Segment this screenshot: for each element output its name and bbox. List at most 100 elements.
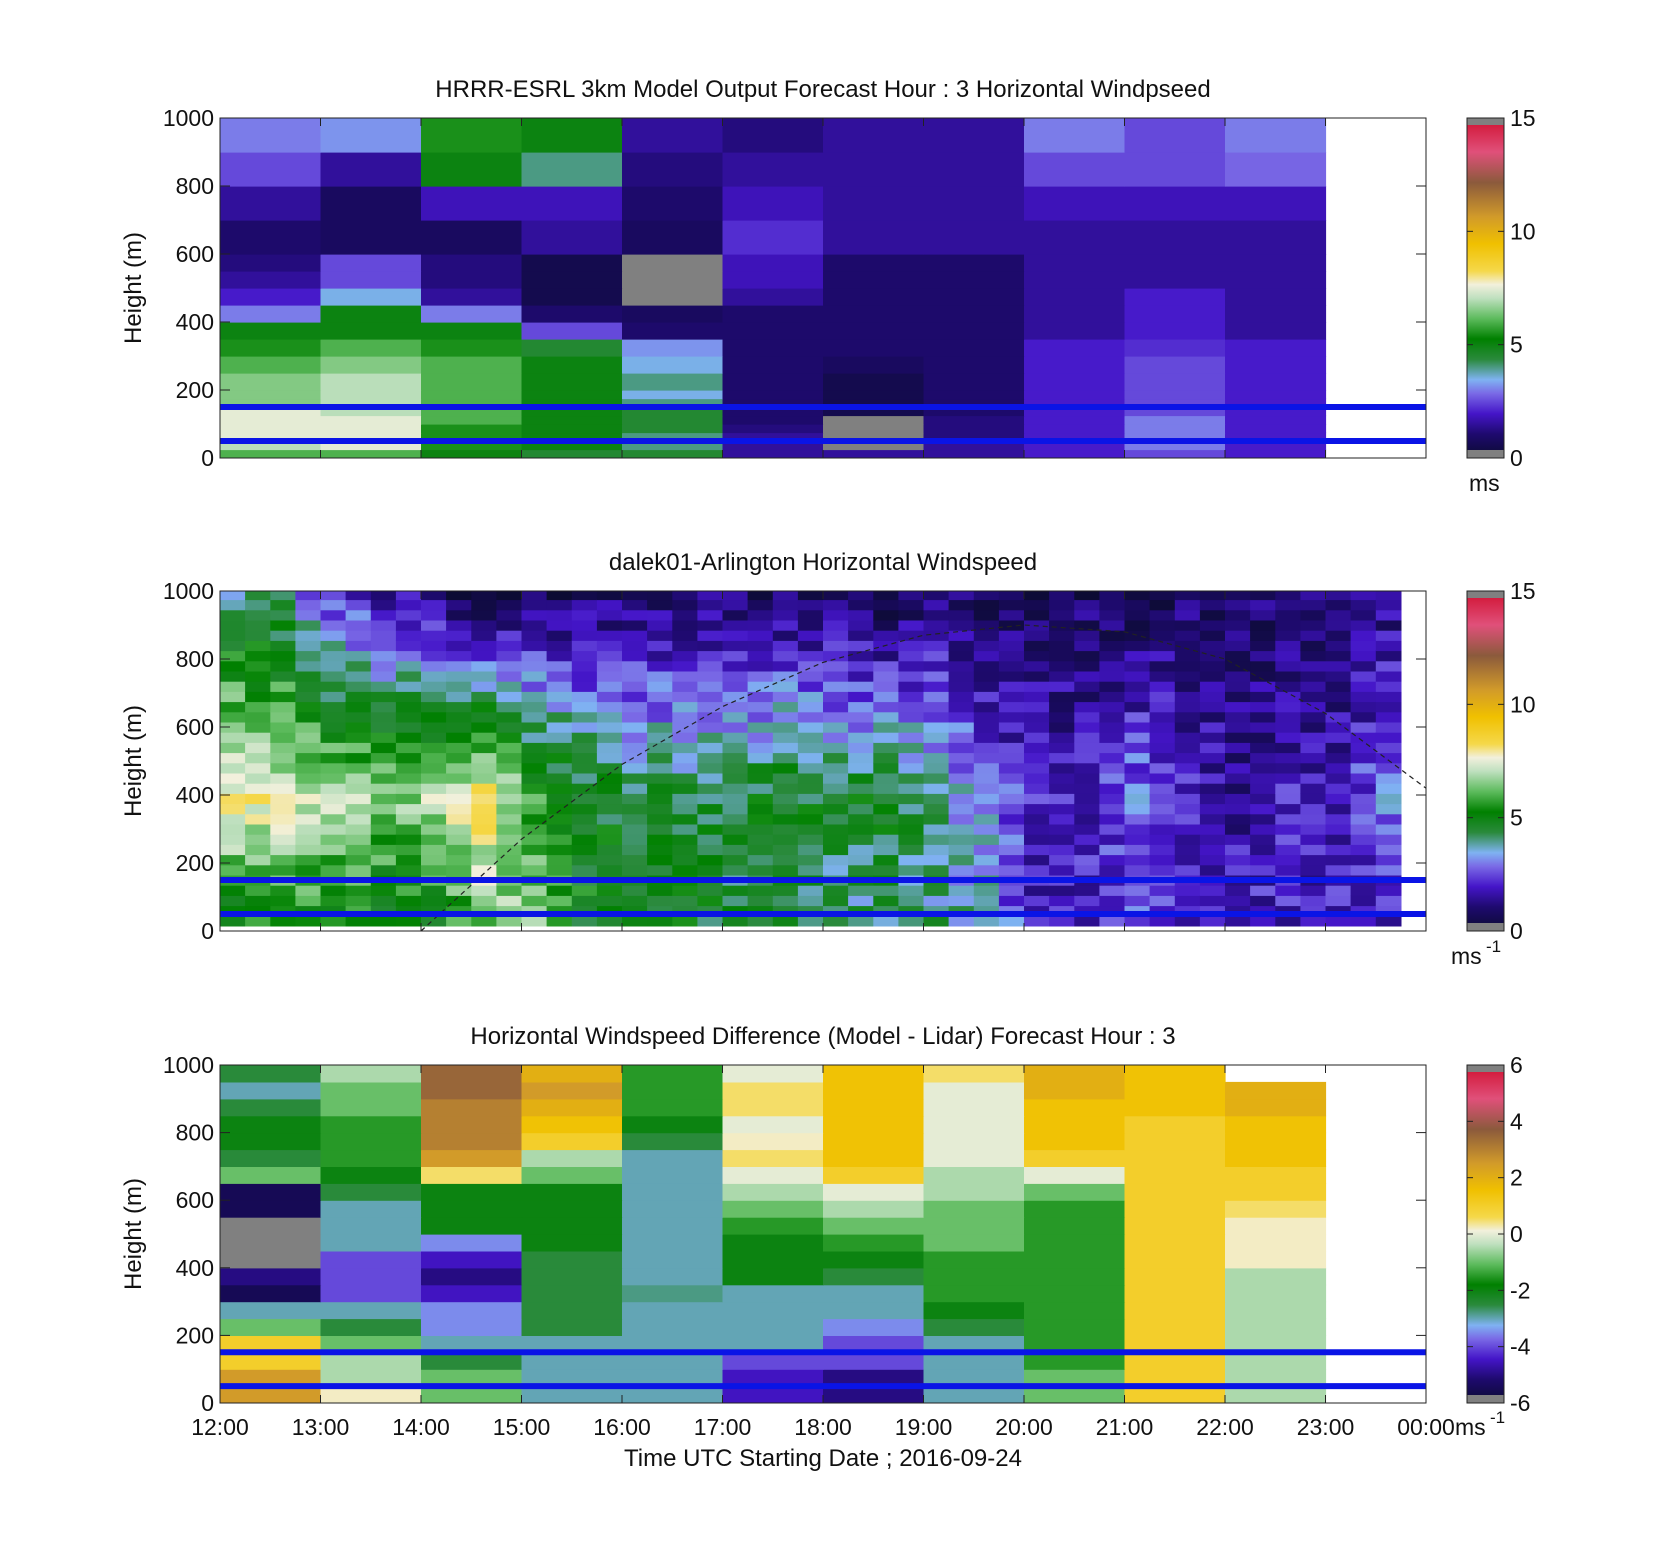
profile-cell bbox=[395, 691, 422, 703]
profile-cell bbox=[697, 609, 724, 621]
profile-cell bbox=[647, 650, 673, 662]
colorbar-overflow bbox=[1467, 1065, 1504, 1072]
profile-cell bbox=[1325, 834, 1352, 845]
profile-cell bbox=[496, 609, 523, 621]
profile-cell bbox=[421, 691, 447, 703]
profile-cell bbox=[395, 834, 422, 845]
heatmap-cell bbox=[1124, 1081, 1226, 1100]
profile-cell bbox=[747, 701, 774, 713]
heatmap-cell bbox=[722, 1098, 824, 1117]
panel-diff-xaxis: 12:00 13:00 14:00 15:00 16:00 17:00 18:00 19:00… bbox=[191, 1065, 1455, 1440]
profile-cell bbox=[1174, 895, 1201, 907]
heatmap-cell bbox=[521, 271, 623, 289]
profile-cell bbox=[446, 711, 472, 723]
profile-cell bbox=[697, 660, 724, 672]
profile-cell bbox=[345, 844, 372, 856]
profile-cell bbox=[873, 823, 899, 835]
profile-cell bbox=[395, 752, 422, 764]
heatmap-cell bbox=[1225, 1234, 1327, 1252]
heatmap-cell bbox=[1124, 1369, 1226, 1387]
heatmap-cell bbox=[320, 1183, 422, 1201]
profile-cell bbox=[245, 752, 271, 764]
profile-cell bbox=[1250, 752, 1276, 764]
profile-cell bbox=[823, 895, 849, 907]
profile-cell bbox=[446, 915, 472, 927]
heatmap-cell bbox=[1124, 1098, 1226, 1117]
profile-cell bbox=[1124, 599, 1151, 611]
profile-cell bbox=[1300, 711, 1327, 723]
heatmap-cell bbox=[220, 322, 322, 340]
profile-cell bbox=[1300, 609, 1327, 621]
profile-cell bbox=[1275, 905, 1301, 917]
profile-cell bbox=[672, 772, 698, 784]
heatmap-cell bbox=[421, 1183, 523, 1201]
profile-cell bbox=[446, 854, 472, 866]
y-tick-label: 0 bbox=[201, 445, 214, 471]
profile-cell bbox=[1074, 762, 1100, 774]
profile-cell bbox=[1199, 681, 1226, 692]
profile-cell bbox=[772, 630, 799, 641]
profile-cell bbox=[747, 905, 774, 917]
profile-cell bbox=[395, 762, 422, 774]
profile-cell bbox=[245, 599, 271, 611]
heatmap-cell bbox=[1024, 432, 1126, 442]
panel-model-title: HRRR-ESRL 3km Model Output Forecast Hour… bbox=[435, 76, 1210, 103]
profile-cell bbox=[998, 762, 1025, 774]
profile-cell bbox=[1099, 752, 1126, 764]
profile-cell bbox=[1099, 772, 1126, 784]
heatmap-cell bbox=[823, 398, 925, 408]
profile-cell bbox=[1049, 803, 1075, 815]
profile-cell bbox=[672, 803, 698, 815]
heatmap-cell bbox=[823, 1200, 925, 1218]
profile-cell bbox=[345, 823, 372, 835]
profile-cell bbox=[1099, 783, 1126, 794]
heatmap-cell bbox=[1225, 1217, 1327, 1235]
profile-cell bbox=[1300, 660, 1327, 672]
heatmap-cell bbox=[521, 1234, 623, 1252]
profile-cell bbox=[1199, 609, 1226, 621]
profile-cell bbox=[446, 895, 472, 907]
profile-cell bbox=[1049, 895, 1075, 907]
profile-cell bbox=[245, 844, 271, 856]
profile-cell bbox=[948, 905, 975, 917]
heatmap-cell bbox=[923, 398, 1025, 408]
heatmap-cell bbox=[1225, 373, 1327, 391]
profile-cell bbox=[245, 670, 271, 682]
profile-cell bbox=[647, 660, 673, 672]
profile-cell bbox=[446, 701, 472, 713]
profile-cell bbox=[421, 752, 447, 764]
heatmap-cell bbox=[1024, 1132, 1126, 1151]
heatmap-cell bbox=[923, 424, 1025, 434]
heatmap-cell bbox=[823, 407, 925, 417]
profile-cell bbox=[446, 783, 472, 794]
colorbar-gradient bbox=[1466, 590, 1505, 932]
profile-cell bbox=[948, 599, 975, 611]
heatmap-cell bbox=[421, 339, 523, 357]
profile-cell bbox=[647, 864, 673, 876]
profile-cell bbox=[848, 783, 874, 794]
profile-cell bbox=[1174, 854, 1201, 866]
profile-cell bbox=[295, 711, 322, 723]
heatmap-cell bbox=[320, 118, 422, 153]
profile-cell bbox=[571, 915, 598, 927]
profile-cell bbox=[672, 732, 698, 743]
profile-cell bbox=[998, 793, 1025, 805]
profile-cell bbox=[245, 895, 271, 907]
profile-cell bbox=[521, 721, 548, 733]
heatmap-cell bbox=[1225, 415, 1327, 425]
profile-cell bbox=[571, 834, 598, 845]
profile-cell bbox=[1074, 803, 1100, 815]
heatmap-cell bbox=[622, 390, 724, 400]
heatmap-cell bbox=[220, 1166, 322, 1184]
y-tick-label: 200 bbox=[176, 1322, 214, 1348]
profile-cell bbox=[421, 660, 447, 672]
profile-cell bbox=[1049, 834, 1075, 845]
heatmap-cell bbox=[220, 398, 322, 408]
profile-cell bbox=[1275, 864, 1301, 876]
profile-cell bbox=[998, 599, 1025, 611]
heatmap-cell bbox=[521, 373, 623, 391]
profile-cell bbox=[772, 599, 799, 611]
profile-cell bbox=[1375, 619, 1402, 631]
profile-cell bbox=[1049, 619, 1075, 631]
heatmap-cell bbox=[1225, 356, 1327, 374]
